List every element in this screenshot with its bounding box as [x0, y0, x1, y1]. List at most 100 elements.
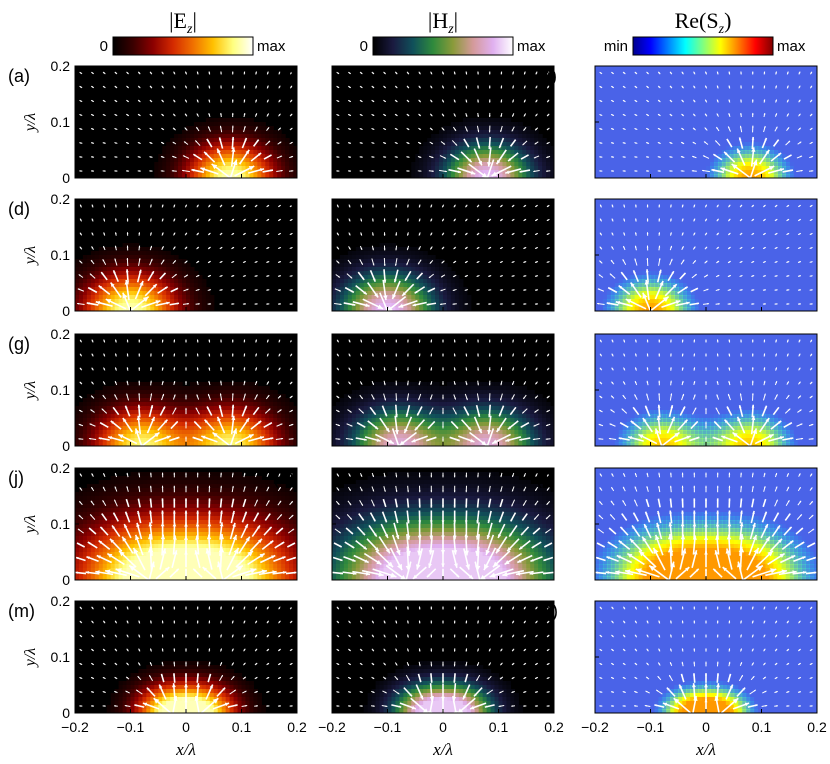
field-arrow: [739, 661, 743, 667]
field-arrow: [715, 303, 720, 305]
field-arrow: [347, 705, 352, 707]
panel-m: 00.10.2−0.2 −0.1 0 0.1 0.2(m)y/λ: [8, 593, 307, 735]
field-arrow: [782, 437, 794, 441]
field-arrow: [534, 409, 539, 413]
field-arrow: [453, 485, 456, 493]
field-arrow: [90, 705, 95, 707]
field-arrow: [196, 648, 199, 652]
field-arrow: [418, 232, 421, 236]
field-arrow: [786, 289, 790, 291]
field-arrow: [634, 662, 638, 666]
field-arrow: [185, 568, 187, 578]
field-arrow: [783, 154, 792, 160]
field-arrow: [149, 170, 153, 172]
field-arrow: [336, 620, 340, 624]
field-arrow: [99, 422, 109, 428]
field-arrow: [611, 381, 614, 385]
field-arrow: [774, 634, 778, 638]
field-arrow: [208, 472, 211, 478]
x-tick-label: −0.1: [374, 719, 402, 735]
field-arrow: [79, 606, 83, 610]
field-arrow: [624, 569, 647, 577]
field-arrow: [618, 284, 631, 296]
field-arrow: [126, 662, 129, 666]
field-arrow: [634, 127, 638, 131]
field-arrow: [124, 405, 131, 417]
y-tick-label: 0.1: [51, 247, 71, 263]
field-arrow: [124, 704, 131, 707]
field-arrow: [657, 156, 661, 158]
field-arrow: [277, 676, 282, 680]
field-arrow: [79, 395, 83, 399]
field-arrow: [785, 394, 790, 400]
field-arrow: [693, 485, 696, 493]
field-arrow: [705, 407, 707, 415]
field-arrow: [149, 485, 152, 493]
field-arrow: [278, 99, 281, 103]
field-arrow: [191, 168, 205, 174]
field-arrow: [278, 634, 281, 638]
field-arrow: [91, 204, 94, 208]
field-arrow: [98, 284, 111, 296]
field-arrow: [111, 525, 121, 537]
field-arrow: [739, 510, 743, 524]
field-arrow: [465, 218, 468, 222]
panel-k: (k): [273, 467, 555, 581]
field-arrow: [430, 367, 433, 371]
y-tick-label: 0: [62, 303, 70, 319]
field-arrow: [666, 687, 676, 697]
field-arrow: [104, 569, 127, 577]
field-arrow: [383, 662, 386, 666]
field-arrow: [138, 204, 141, 208]
field-arrow: [185, 606, 187, 610]
field-arrow: [510, 512, 517, 522]
field-arrow: [457, 697, 476, 713]
field-arrow: [460, 151, 473, 163]
field-arrow: [774, 380, 778, 386]
field-arrow: [500, 99, 503, 103]
field-arrow: [277, 218, 282, 222]
field-arrow: [407, 367, 409, 371]
field-arrow: [786, 606, 790, 610]
colorbar-title: |Hz|: [428, 8, 458, 37]
field-arrow: [477, 339, 479, 343]
panel-h: (h): [273, 333, 555, 447]
field-arrow: [398, 300, 418, 308]
field-arrow: [505, 436, 522, 442]
field-arrow: [711, 168, 725, 174]
field-arrow: [203, 419, 215, 431]
colorbar-jet: Re(Sz)min max: [604, 8, 806, 56]
field-arrow: [523, 648, 527, 652]
field-arrow: [448, 168, 462, 174]
field-arrow: [137, 662, 141, 666]
field-arrow: [488, 112, 491, 118]
field-arrow: [98, 540, 111, 550]
field-arrow: [394, 675, 399, 681]
field-arrow: [806, 542, 816, 548]
field-arrow: [751, 339, 754, 343]
field-arrow: [599, 232, 603, 236]
field-arrow: [115, 232, 117, 236]
field-arrow: [704, 99, 708, 103]
field-arrow: [173, 472, 176, 478]
field-arrow: [623, 232, 626, 236]
field-arrow: [786, 648, 790, 652]
field-arrow: [266, 289, 270, 291]
field-arrow: [782, 169, 794, 173]
field-arrow: [637, 433, 658, 445]
field-arrow: [774, 275, 778, 277]
field-arrow: [691, 550, 698, 568]
field-arrow: [716, 510, 720, 524]
field-arrow: [395, 245, 398, 251]
field-arrow: [208, 113, 211, 117]
field-arrow: [534, 289, 539, 291]
field-arrow: [646, 156, 650, 158]
field-arrow: [469, 702, 487, 710]
field-arrow: [657, 675, 662, 681]
field-arrow: [395, 232, 398, 236]
field-arrow: [90, 128, 95, 130]
field-arrow: [712, 436, 723, 442]
field-arrow: [658, 634, 661, 638]
field-arrow: [736, 148, 746, 166]
